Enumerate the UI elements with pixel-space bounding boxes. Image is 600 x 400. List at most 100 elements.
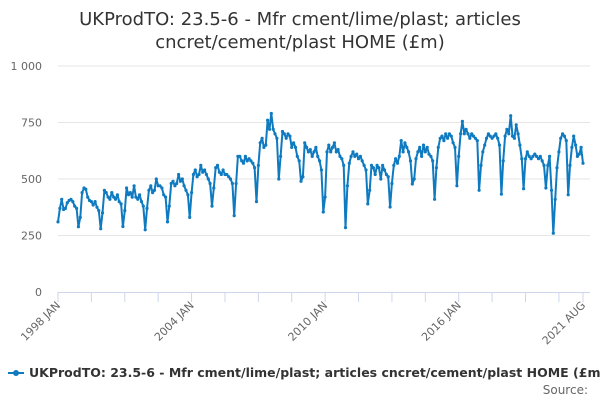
data-point (282, 132, 286, 136)
data-point (394, 157, 398, 161)
data-point (247, 157, 251, 161)
data-point (505, 127, 509, 131)
data-point (566, 193, 570, 197)
data-point (139, 200, 144, 204)
data-point (63, 206, 67, 210)
data-point (421, 143, 426, 147)
data-point (353, 154, 357, 158)
data-point (318, 159, 322, 163)
data-point (475, 139, 479, 143)
data-point (84, 187, 88, 191)
data-point (321, 210, 325, 214)
data-point (481, 150, 485, 154)
data-point (453, 145, 457, 149)
data-point (290, 145, 294, 149)
data-point (241, 161, 246, 165)
data-point (473, 136, 477, 140)
data-point (78, 215, 82, 219)
data-point (407, 150, 411, 154)
data-point (138, 193, 142, 197)
data-point (262, 145, 266, 149)
x-tick-label: 2004 JAN (152, 299, 197, 344)
data-point (310, 154, 314, 158)
data-point (375, 163, 379, 167)
data-point (429, 154, 433, 158)
data-point (292, 141, 296, 145)
data-point (69, 197, 73, 201)
data-point (492, 134, 496, 138)
data-point (71, 200, 75, 204)
data-point (358, 154, 362, 158)
data-point (336, 148, 340, 152)
data-point (190, 191, 194, 195)
data-point (234, 181, 238, 186)
legend-label: UKProdTO: 23.5-6 - Mfr cment/lime/plast;… (29, 365, 600, 380)
data-point (171, 179, 175, 183)
data-point (58, 206, 62, 210)
data-point (546, 163, 550, 167)
data-point (575, 154, 580, 158)
data-point (544, 186, 548, 190)
data-point (65, 201, 69, 205)
data-point (249, 159, 253, 163)
data-point (436, 145, 440, 149)
data-point (273, 132, 277, 136)
data-point (201, 170, 205, 174)
data-point (115, 193, 119, 197)
data-point (444, 132, 448, 136)
data-point (570, 145, 574, 149)
data-point (136, 197, 140, 201)
data-point (76, 225, 80, 229)
data-point (145, 206, 149, 210)
data-point (182, 184, 186, 188)
data-point (471, 134, 476, 138)
data-point (555, 166, 559, 170)
data-point (266, 118, 270, 122)
data-point (397, 154, 401, 158)
data-point (125, 186, 129, 190)
data-point (392, 163, 396, 167)
data-point (535, 154, 539, 158)
data-point (208, 181, 212, 186)
data-point (308, 148, 312, 152)
data-point (457, 154, 461, 158)
y-axis-labels: 0 250 500 750 1 000 (11, 60, 43, 299)
series-line (57, 112, 584, 235)
data-point (197, 172, 201, 177)
data-point (540, 159, 544, 163)
data-point (390, 181, 394, 186)
data-point (371, 166, 375, 170)
data-point (522, 187, 526, 191)
data-point (93, 200, 97, 204)
data-point (91, 203, 95, 207)
data-point (533, 152, 537, 156)
data-point (214, 166, 218, 170)
data-point (433, 197, 437, 201)
data-point (420, 154, 424, 158)
data-point (186, 193, 190, 197)
data-point (323, 195, 327, 199)
data-point (227, 175, 231, 179)
legend-item[interactable]: UKProdTO: 23.5-6 - Mfr cment/lime/plast;… (8, 365, 600, 380)
data-point (340, 157, 344, 161)
data-point (418, 145, 422, 149)
data-point (180, 177, 184, 181)
data-point (258, 141, 262, 145)
data-point (577, 152, 581, 156)
data-point (431, 159, 435, 163)
data-point (301, 175, 305, 179)
data-point (175, 181, 179, 186)
data-point (325, 150, 329, 154)
data-point (527, 154, 531, 158)
data-point (579, 145, 583, 149)
data-point (514, 123, 518, 127)
data-point (126, 193, 131, 197)
data-point (440, 134, 444, 138)
data-point (73, 204, 77, 208)
data-point (490, 136, 494, 140)
data-point (338, 154, 342, 158)
data-point (219, 172, 223, 177)
x-tick-label: 2016 JAN (419, 299, 464, 344)
data-point (542, 163, 546, 167)
data-point (112, 195, 116, 199)
